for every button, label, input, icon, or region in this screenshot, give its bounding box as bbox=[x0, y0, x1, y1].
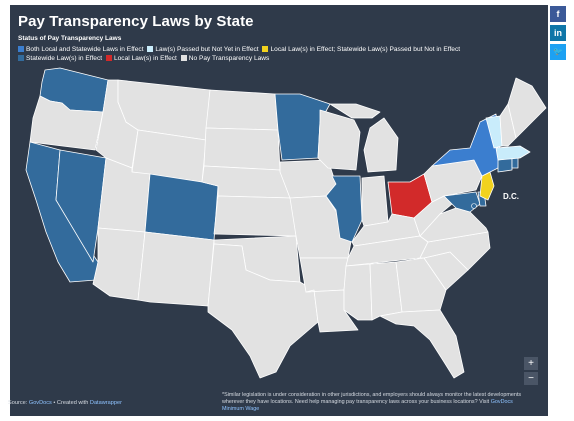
linkedin-share-button[interactable]: in bbox=[550, 25, 566, 41]
state-rhode-island[interactable] bbox=[511, 157, 519, 169]
state-michigan[interactable] bbox=[363, 117, 399, 173]
state-mississippi[interactable] bbox=[343, 263, 373, 321]
state-massachusetts[interactable] bbox=[495, 145, 531, 161]
legend-item-statewide: Statewide Law(s) in Effect bbox=[18, 54, 102, 63]
legend-swatch bbox=[18, 54, 24, 61]
zoom-in-button[interactable]: + bbox=[524, 357, 538, 370]
state-arkansas[interactable] bbox=[299, 257, 349, 293]
state-new-mexico[interactable] bbox=[137, 231, 215, 307]
state-colorado[interactable] bbox=[144, 173, 219, 241]
legend-item-local-statewide-pending: Local Law(s) in Effect; Statewide Law(s)… bbox=[262, 45, 460, 54]
state-georgia[interactable] bbox=[395, 257, 447, 313]
state-maine[interactable] bbox=[507, 77, 547, 139]
legend-swatch bbox=[105, 54, 112, 61]
facebook-share-button[interactable]: f bbox=[550, 6, 566, 22]
legend-swatch bbox=[18, 45, 24, 52]
legend-title: Status of Pay Transparency Laws bbox=[18, 35, 122, 42]
source-link[interactable]: GovDocs bbox=[28, 400, 52, 406]
legend-swatch bbox=[262, 45, 269, 52]
state-texas[interactable] bbox=[207, 243, 319, 379]
state-south-dakota[interactable] bbox=[203, 127, 281, 171]
minimum-wage-link[interactable]: GovDocs Minimum Wage bbox=[222, 399, 513, 412]
map-title: Pay Transparency Laws by State bbox=[18, 13, 254, 30]
datawrapper-link[interactable]: Datawrapper bbox=[89, 400, 122, 406]
state-wisconsin[interactable] bbox=[317, 109, 361, 171]
state-michigan-upper[interactable] bbox=[329, 103, 381, 119]
state-indiana[interactable] bbox=[361, 175, 389, 227]
footnote: *Similar legislation is under considerat… bbox=[222, 392, 522, 412]
state-north-dakota[interactable] bbox=[205, 89, 279, 131]
state-maryland[interactable] bbox=[443, 191, 481, 213]
state-new-hampshire[interactable] bbox=[499, 103, 517, 147]
legend-swatch bbox=[147, 45, 154, 52]
zoom-out-button[interactable]: − bbox=[524, 372, 538, 385]
legend-item-passed: Law(s) Passed but Not Yet in Effect bbox=[147, 45, 259, 54]
twitter-share-button[interactable]: 🐦 bbox=[550, 44, 566, 60]
legend-item-local: Local Law(s) in Effect bbox=[105, 54, 177, 63]
legend-item-none: No Pay Transparency Laws bbox=[180, 54, 269, 63]
state-illinois[interactable] bbox=[325, 175, 363, 243]
source-credit: Source: GovDocs • Created with Datawrapp… bbox=[8, 400, 122, 406]
legend-swatch bbox=[180, 54, 187, 61]
state-arizona[interactable] bbox=[92, 227, 146, 301]
state-virginia[interactable] bbox=[419, 207, 489, 243]
dc-label: D.C. bbox=[503, 192, 519, 201]
state-kansas[interactable] bbox=[213, 195, 297, 237]
state-nevada[interactable] bbox=[55, 149, 107, 263]
legend: Both Local and Statewide Laws in Effect … bbox=[18, 45, 538, 63]
state-florida[interactable] bbox=[379, 309, 465, 379]
dc-marker[interactable] bbox=[471, 203, 477, 209]
legend-item-both: Both Local and Statewide Laws in Effect bbox=[18, 45, 144, 54]
